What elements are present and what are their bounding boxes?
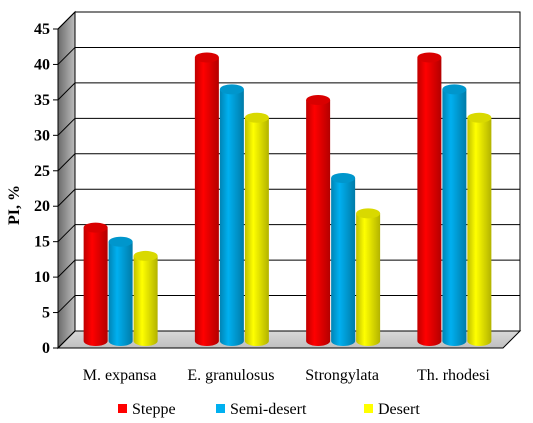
- bar-body: [417, 57, 442, 347]
- bar-body: [219, 89, 244, 347]
- gridline-side: [57, 82, 76, 101]
- gridline-side: [57, 117, 76, 136]
- x-tick-label: Strongylata: [305, 367, 379, 384]
- y-tick-label: 25: [34, 163, 50, 180]
- y-tick-label: 20: [34, 198, 50, 215]
- bar: [133, 250, 158, 347]
- bar-top: [194, 52, 219, 63]
- legend-label: Semi-desert: [230, 401, 307, 418]
- bar-body: [194, 57, 219, 347]
- gridline-side: [57, 153, 76, 172]
- bar: [194, 52, 219, 347]
- bar-top: [467, 112, 492, 123]
- legend-label: Steppe: [132, 401, 176, 418]
- bar-top: [417, 52, 442, 63]
- x-tick-label: Th. rhodesi: [417, 367, 490, 384]
- y-tick-label: 30: [34, 127, 50, 144]
- gridline-side: [57, 259, 76, 278]
- bar: [442, 84, 467, 347]
- bar-body: [442, 89, 467, 347]
- bar: [356, 208, 381, 347]
- bar-top: [219, 84, 244, 95]
- bar: [83, 222, 108, 347]
- bar: [331, 172, 356, 347]
- y-tick-label: 10: [34, 269, 50, 286]
- y-tick-label: 45: [34, 21, 50, 38]
- gridline-side: [57, 188, 76, 207]
- legend-item: Desert: [364, 401, 420, 418]
- gridline-side: [57, 224, 76, 243]
- y-tick-label: 15: [34, 234, 50, 251]
- bar-body: [467, 117, 492, 347]
- bar-top: [331, 172, 356, 183]
- bar-top: [306, 94, 331, 105]
- legend: Steppe Semi-desert Desert: [118, 401, 420, 418]
- y-tick-label: 5: [42, 305, 50, 322]
- bar: [467, 112, 492, 347]
- bar-body: [356, 213, 381, 347]
- bar-top: [83, 222, 108, 233]
- bar: [108, 236, 133, 347]
- bar: [306, 94, 331, 347]
- legend-item: Steppe: [118, 401, 176, 418]
- bar-body: [244, 117, 269, 347]
- bar-body: [133, 255, 158, 347]
- y-axis-title: PI, %: [6, 185, 23, 225]
- bar-body: [306, 99, 331, 347]
- legend-swatch: [118, 404, 127, 413]
- legend-label: Desert: [378, 401, 420, 418]
- gridline-side: [57, 47, 76, 65]
- y-tick-label: 35: [34, 92, 50, 109]
- bar-top: [244, 112, 269, 123]
- y-tick-label: 0: [42, 340, 50, 357]
- bar-top: [356, 208, 381, 219]
- legend-swatch: [216, 404, 225, 413]
- bar-body: [83, 227, 108, 347]
- x-tick-label: E. granulosus: [187, 367, 274, 384]
- bar: [417, 52, 442, 347]
- bar-top: [442, 84, 467, 95]
- y-tick-label: 40: [34, 56, 50, 73]
- gridline-side: [57, 11, 76, 30]
- x-tick-label: M. expansa: [83, 367, 157, 384]
- bar: [219, 84, 244, 347]
- bar-body: [331, 177, 356, 347]
- bar: [244, 112, 269, 347]
- bars: [83, 52, 492, 347]
- bar-body: [108, 241, 133, 347]
- bar-top: [108, 236, 133, 247]
- legend-swatch: [364, 404, 373, 413]
- gridline-side: [57, 330, 76, 349]
- bar-top: [133, 250, 158, 261]
- x-axis-labels: M. expansa E. granulosus Strongylata Th. rh…: [83, 367, 491, 384]
- legend-item: Semi-desert: [216, 401, 307, 418]
- y-axis-ticks: 0 5 10 15 20 25 30 35 40 45: [34, 21, 58, 357]
- gridline-side: [57, 295, 76, 313]
